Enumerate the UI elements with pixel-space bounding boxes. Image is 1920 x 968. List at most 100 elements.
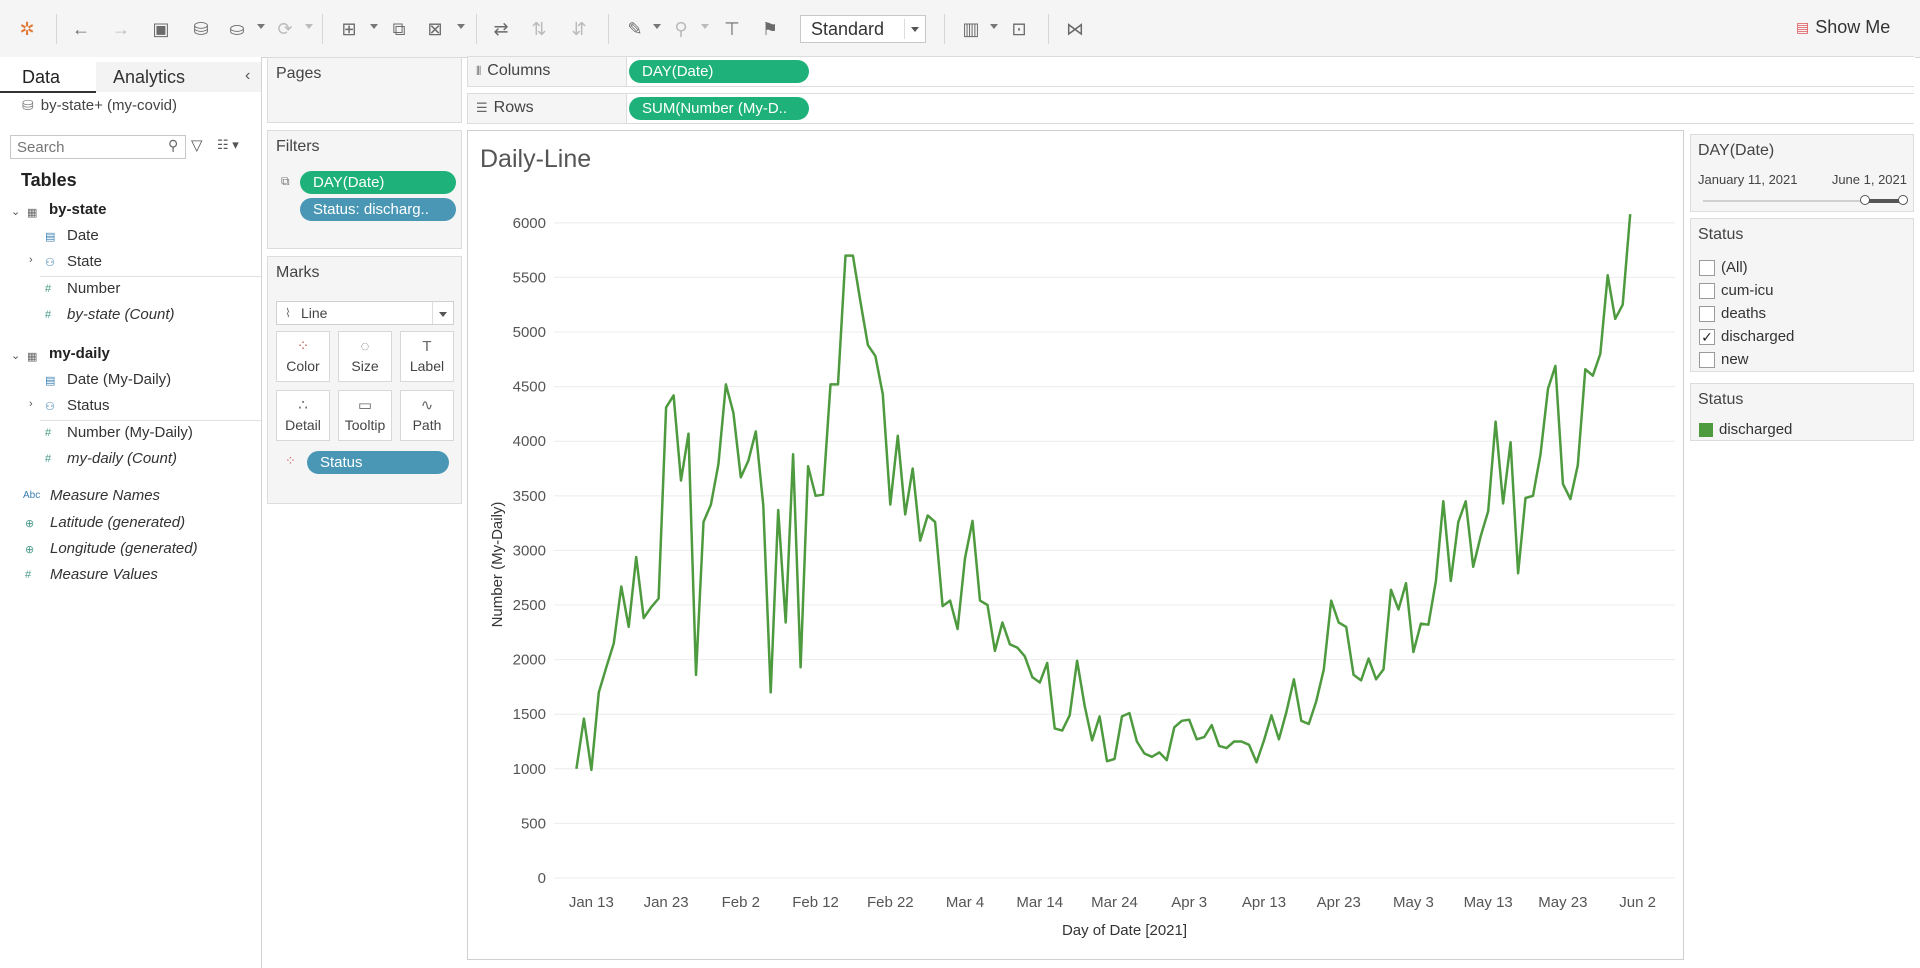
search-input[interactable] [10, 135, 186, 159]
share-icon[interactable]: ⋈ [1066, 18, 1084, 39]
field-measure-names[interactable]: Measure Names [50, 487, 161, 504]
new-datasource-icon[interactable]: ⛁ [193, 18, 209, 39]
filter-pill-day-date[interactable]: DAY(Date) [300, 171, 456, 194]
view-size-select[interactable]: Standard [800, 15, 926, 43]
save-icon[interactable]: ▣ [152, 18, 170, 39]
rows-pill-sum-number[interactable]: SUM(Number (My-D.. [629, 97, 809, 120]
sort-ascending-icon[interactable]: ⇅ [531, 18, 547, 39]
mark-type-select[interactable]: ⌇ Line [276, 301, 454, 325]
status-option-discharged[interactable]: ✓ discharged [1699, 328, 1794, 345]
field-date[interactable]: Date [67, 227, 99, 244]
view-options-icon[interactable]: ☷ ▾ [217, 137, 239, 152]
checkbox[interactable] [1699, 305, 1715, 322]
field-date-my-daily[interactable]: Date (My-Daily) [67, 371, 172, 388]
refresh-dropdown-icon[interactable] [305, 24, 313, 29]
marks-size-button[interactable]: ◌ Size [338, 331, 392, 382]
toolbar-divider [56, 14, 57, 44]
marks-title: Marks [276, 264, 320, 281]
collapse-pane-icon[interactable]: ‹ [245, 67, 251, 84]
pause-dropdown-icon[interactable] [257, 24, 265, 29]
swap-rows-columns-icon[interactable]: ⇄ [493, 18, 509, 39]
clear-dropdown-icon[interactable] [457, 24, 465, 29]
expand-icon[interactable]: › [29, 398, 33, 410]
tables-heading: Tables [21, 170, 77, 190]
duplicate-icon[interactable]: ⧉ [392, 18, 406, 39]
x-tick-label: Jun 2 [1619, 894, 1656, 911]
presentation-mode-icon[interactable]: ⊡ [1011, 18, 1027, 39]
show-cards-dropdown-icon[interactable] [990, 24, 998, 29]
series-line-discharged[interactable] [575, 213, 1632, 772]
table-my-daily[interactable]: my-daily [49, 345, 110, 362]
fix-axes-icon[interactable]: ⚑ [761, 18, 779, 39]
marks-path-button[interactable]: ∿ Path [400, 390, 454, 441]
status-option-all[interactable]: (All) [1699, 259, 1748, 276]
marks-label-button[interactable]: T Label [400, 331, 454, 382]
line-mark-icon: ⌇ [285, 306, 291, 320]
show-me-label: Show Me [1815, 17, 1891, 37]
range-handle-start[interactable] [1860, 195, 1870, 205]
columns-drop-area[interactable]: DAY(Date) [626, 57, 1915, 86]
field-longitude[interactable]: Longitude (generated) [50, 540, 198, 557]
table-by-state[interactable]: by-state [49, 201, 107, 218]
filter-pill-status[interactable]: Status: discharg.. [300, 198, 456, 221]
rows-drop-area[interactable]: SUM(Number (My-D.. [626, 94, 1915, 123]
expand-icon[interactable]: › [29, 254, 33, 266]
expand-icon[interactable]: ⌄ [11, 206, 21, 218]
marks-color-button[interactable]: ⁘ Color [276, 331, 330, 382]
pause-updates-icon[interactable]: ⛀ [229, 18, 245, 39]
pages-card[interactable]: Pages [267, 57, 462, 123]
field-measure-values[interactable]: Measure Values [50, 566, 158, 583]
checkbox[interactable] [1699, 282, 1715, 299]
status-option-new[interactable]: new [1699, 351, 1749, 368]
field-number-my-daily[interactable]: Number (My-Daily) [67, 424, 193, 441]
datasource[interactable]: ⛁ by-state+ (my-covid) [22, 97, 177, 114]
new-worksheet-icon[interactable]: ⊞ [341, 18, 357, 39]
group-members-icon[interactable]: ⚲ [674, 18, 688, 39]
field-latitude[interactable]: Latitude (generated) [50, 514, 186, 531]
new-worksheet-dropdown-icon[interactable] [370, 24, 378, 29]
chevron-down-icon [439, 312, 447, 317]
refresh-icon[interactable]: ⟳ [277, 18, 293, 39]
marks-tooltip-button[interactable]: ▭ Tooltip [338, 390, 392, 441]
highlight-dropdown-icon[interactable] [653, 24, 661, 29]
checkbox[interactable] [1699, 259, 1715, 276]
tab-data[interactable]: Data [22, 67, 61, 87]
y-tick-label: 500 [521, 815, 546, 832]
field-by-state-count[interactable]: by-state (Count) [67, 306, 175, 323]
legend-item-discharged[interactable]: discharged [1699, 421, 1792, 438]
mark-type-value: Line [301, 305, 328, 321]
marks-status-pill[interactable]: Status [307, 451, 449, 474]
field-number[interactable]: Number [67, 280, 121, 297]
x-tick-label: Apr 13 [1242, 894, 1286, 911]
field-status[interactable]: Status [67, 397, 110, 414]
filters-card[interactable]: Filters ⧉ DAY(Date) Status: discharg.. [267, 130, 462, 249]
columns-pill-day-date[interactable]: DAY(Date) [629, 60, 809, 83]
show-cards-icon[interactable]: ▥ [962, 18, 980, 39]
undo-icon[interactable]: ← [72, 18, 90, 39]
toolbar-divider [476, 14, 477, 44]
field-state[interactable]: State [67, 253, 103, 270]
status-option-cum-icu[interactable]: cum-icu [1699, 282, 1774, 299]
tab-analytics[interactable]: Analytics [96, 62, 261, 92]
redo-icon[interactable]: → [112, 18, 130, 39]
checkbox-checked[interactable]: ✓ [1699, 328, 1715, 345]
globe-icon: ⊕ [25, 518, 35, 530]
checkbox[interactable] [1699, 351, 1715, 368]
data-pane: Data Analytics ‹ ⛁ by-state+ (my-covid) … [0, 57, 262, 968]
show-mark-labels-icon[interactable]: ⊤ [724, 18, 740, 39]
filter-icon[interactable]: ▽ [191, 137, 203, 154]
clear-sheet-icon[interactable]: ⊠ [427, 18, 443, 39]
expand-icon[interactable]: ⌄ [11, 350, 21, 362]
range-handle-end[interactable] [1898, 195, 1908, 205]
group-dropdown-icon[interactable] [701, 24, 709, 29]
sort-descending-icon[interactable]: ⇵ [571, 18, 587, 39]
highlight-icon[interactable]: ✎ [627, 18, 643, 39]
field-my-daily-count[interactable]: my-daily (Count) [67, 450, 178, 467]
status-option-deaths[interactable]: deaths [1699, 305, 1766, 322]
range-track[interactable] [1703, 200, 1903, 202]
marks-detail-button[interactable]: ∴ Detail [276, 390, 330, 441]
show-me-button[interactable]: ▤ Show Me [1796, 17, 1890, 38]
tableau-logo-icon[interactable]: ✲ [19, 18, 35, 39]
line-chart[interactable]: 0 500 1000 1500 2000 2500 3000 3500 4000 4500 5000… [468, 131, 1683, 959]
search-icon[interactable]: ⚲ [168, 137, 179, 153]
